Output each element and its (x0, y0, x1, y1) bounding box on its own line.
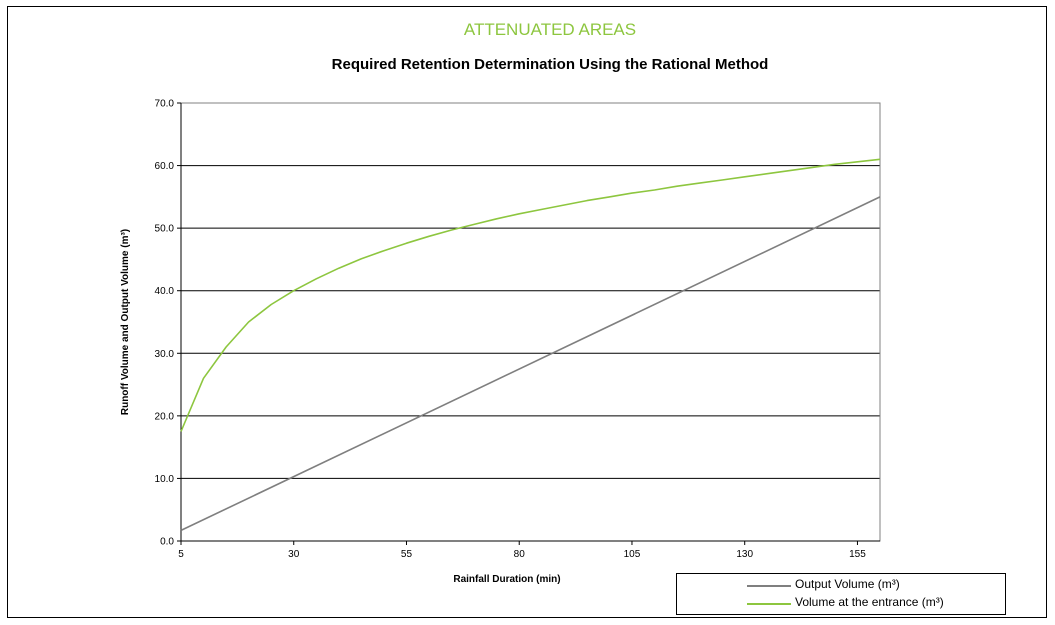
x-axis-label: Rainfall Duration (min) (453, 574, 560, 585)
y-tick-label: 50.0 (155, 224, 175, 235)
chart-frame (7, 6, 1047, 618)
series-lines (180, 158, 881, 532)
legend-swatch-output-volume (747, 585, 791, 587)
grid-lines (181, 165, 880, 479)
axes: 0.0 10.0 20.0 30.0 40.0 50.0 60.0 70.0 5 30 55 80 10… (155, 99, 881, 560)
x-tick-label: 30 (288, 549, 300, 560)
x-tick-label: 130 (736, 549, 753, 560)
y-tick-label: 10.0 (155, 474, 175, 485)
series-line-output-volume (180, 196, 881, 532)
series-line-volume-entrance (180, 158, 881, 432)
legend-label-volume-entrance: Volume at the entrance (m³) (795, 595, 944, 609)
chart-legend: Output Volume (m³) Volume at the entranc… (676, 573, 1006, 615)
legend-item-volume-entrance: Volume at the entrance (m³) (677, 594, 1007, 612)
y-tick-label: 40.0 (155, 286, 175, 297)
legend-swatch-volume-entrance (747, 603, 791, 605)
y-tick-label: 20.0 (155, 411, 175, 422)
chart-supertitle: ATTENUATED AREAS (463, 20, 637, 39)
x-tick-label: 80 (514, 549, 526, 560)
legend-item-output-volume: Output Volume (m³) (677, 576, 1007, 594)
x-tick-label: 5 (178, 549, 184, 560)
y-tick-label: 60.0 (155, 161, 175, 172)
x-tick-label: 55 (401, 549, 413, 560)
chart-title: Required Retention Determination Using t… (331, 56, 769, 73)
y-tick-label: 0.0 (160, 537, 174, 548)
y-axis-label: Runoff Volume and Output Volume (m³) (120, 229, 131, 415)
legend-label-output-volume: Output Volume (m³) (795, 577, 900, 591)
y-tick-label: 30.0 (155, 349, 175, 360)
x-tick-label: 155 (849, 549, 866, 560)
x-tick-label: 105 (624, 549, 641, 560)
y-tick-label: 70.0 (155, 99, 175, 110)
plot-area (180, 102, 881, 542)
